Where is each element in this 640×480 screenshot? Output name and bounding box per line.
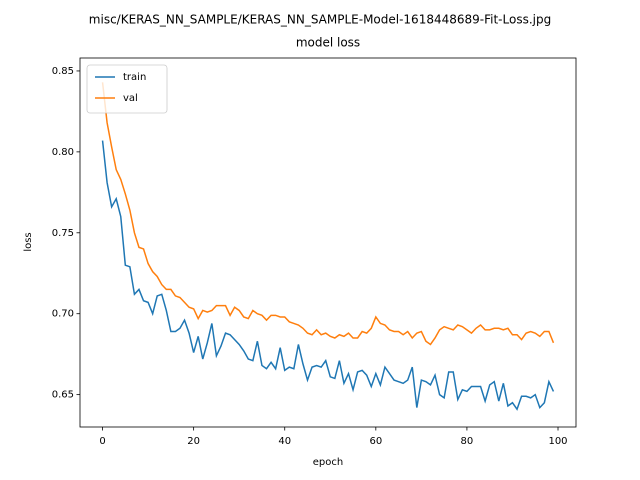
y-tick-label: 0.80 — [52, 147, 74, 158]
y-tick-label: 0.65 — [52, 390, 74, 401]
y-tick-label: 0.85 — [52, 66, 74, 77]
suptitle: misc/KERAS_NN_SAMPLE/KERAS_NN_SAMPLE-Mod… — [89, 13, 551, 27]
x-axis-label: epoch — [313, 457, 343, 468]
y-axis-label: loss — [23, 232, 34, 251]
x-tick-label: 60 — [369, 436, 382, 447]
x-tick-label: 40 — [278, 436, 291, 447]
chart-title: model loss — [296, 36, 360, 50]
series-line — [101, 140, 555, 411]
series-line — [101, 82, 555, 346]
y-tick-label: 0.75 — [52, 228, 74, 239]
x-tick-label: 0 — [99, 436, 105, 447]
x-tick-label: 20 — [187, 436, 200, 447]
plot-frame — [79, 57, 577, 428]
y-tick-label: 0.70 — [52, 309, 74, 320]
legend-label: train — [123, 72, 146, 83]
legend-label: val — [123, 93, 138, 104]
x-tick-label: 80 — [461, 436, 474, 447]
x-tick-label: 100 — [548, 436, 567, 447]
